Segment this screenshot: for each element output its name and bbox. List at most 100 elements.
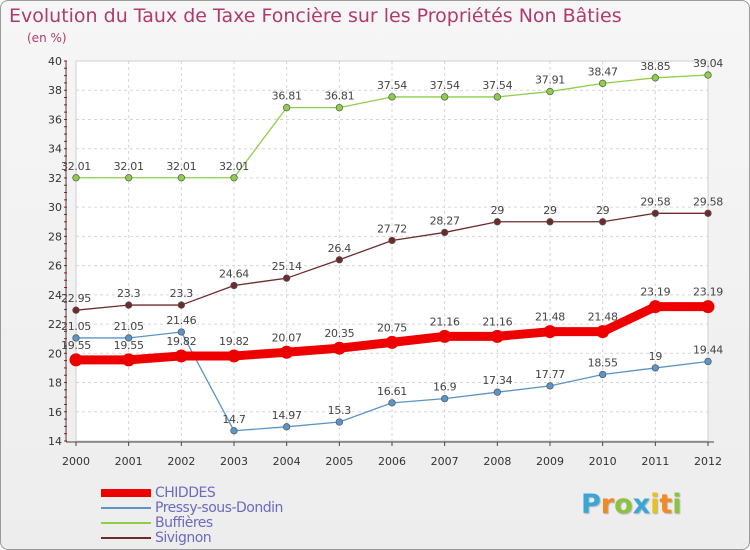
data-point	[388, 93, 396, 101]
data-label: 29.58	[693, 195, 723, 208]
data-label: 39.04	[693, 57, 723, 70]
data-point	[388, 236, 396, 245]
data-point	[335, 256, 343, 264]
y-tick-label: 32	[48, 172, 62, 185]
data-point	[704, 357, 712, 366]
data-point	[596, 325, 610, 339]
data-label: 36.81	[324, 90, 354, 103]
data-label: 21.48	[588, 311, 618, 324]
data-point	[493, 218, 501, 226]
data-point	[493, 93, 501, 101]
data-point	[441, 394, 449, 403]
data-label: 19.55	[61, 339, 91, 352]
data-label: 32.01	[219, 160, 249, 173]
data-label: 28.27	[430, 214, 460, 227]
data-point	[651, 364, 659, 372]
logo-letter: o	[614, 489, 633, 520]
data-label: 19.82	[219, 335, 249, 348]
legend-item: Buffières	[101, 515, 283, 531]
data-point	[651, 209, 659, 217]
legend-label: CHIDDES	[155, 484, 216, 501]
x-tick-label: 2004	[273, 455, 301, 468]
data-point	[72, 334, 80, 342]
data-label: 37.91	[535, 74, 565, 87]
data-point	[230, 174, 238, 182]
data-label: 36.81	[272, 90, 302, 103]
y-tick-label: 38	[48, 84, 62, 97]
data-label: 32.01	[114, 160, 144, 173]
data-label: 26.4	[328, 242, 352, 255]
data-label: 17.34	[482, 374, 512, 387]
proxiti-logo: Proxiti	[581, 489, 682, 520]
data-label: 22.95	[61, 292, 91, 305]
y-tick-label: 20	[48, 347, 62, 360]
x-tick-label: 2006	[378, 455, 406, 468]
data-label: 24.64	[219, 267, 249, 280]
data-point	[177, 174, 185, 182]
data-label: 29	[543, 204, 557, 217]
data-point	[441, 228, 449, 237]
x-tick-label: 2009	[536, 455, 564, 468]
logo-letter: t	[659, 489, 673, 520]
data-point	[546, 218, 554, 226]
data-point	[546, 87, 554, 96]
data-point	[283, 103, 291, 112]
y-tick-label: 36	[48, 113, 62, 126]
logo-letter: i	[650, 489, 660, 520]
x-tick-label: 2012	[694, 455, 722, 468]
x-tick-label: 2008	[483, 455, 511, 468]
data-label: 21.05	[61, 320, 91, 333]
chart-legend: CHIDDES Pressy-sous-Dondin Buffières Sivign…	[101, 484, 283, 546]
data-point	[335, 418, 343, 426]
legend-item: Sivignon	[101, 530, 283, 546]
data-point	[177, 328, 185, 336]
data-label: 18.55	[588, 357, 618, 370]
data-point	[125, 301, 133, 309]
data-point	[648, 300, 662, 314]
data-point	[72, 306, 80, 314]
data-label: 14.7	[222, 413, 246, 426]
data-point	[230, 427, 238, 435]
y-tick-label: 34	[48, 143, 62, 156]
logo-letter: r	[600, 489, 615, 520]
data-point	[599, 218, 607, 226]
x-tick-label: 2001	[115, 455, 143, 468]
legend-swatch	[101, 506, 151, 509]
data-label: 17.77	[535, 368, 565, 381]
data-point	[701, 300, 715, 314]
data-label: 27.72	[377, 222, 407, 235]
data-point	[230, 281, 238, 290]
data-point	[335, 103, 343, 112]
logo-letter: i	[672, 489, 682, 520]
data-label: 29	[491, 204, 505, 217]
logo-letter: P	[581, 489, 601, 520]
y-tick-label: 14	[48, 435, 62, 448]
data-point	[125, 334, 133, 342]
data-point	[490, 329, 504, 343]
data-label: 19	[649, 350, 663, 363]
data-label: 16.61	[377, 385, 407, 398]
data-label: 25.14	[272, 260, 302, 273]
y-tick-label: 28	[48, 230, 62, 243]
data-point	[125, 174, 133, 182]
y-tick-label: 40	[48, 55, 62, 68]
data-point	[599, 370, 607, 379]
y-tick-label: 16	[48, 406, 62, 419]
x-tick-label: 2005	[325, 455, 353, 468]
data-label: 20.35	[324, 327, 354, 340]
legend-swatch	[101, 488, 151, 497]
data-label: 37.54	[482, 79, 512, 92]
legend-item: Pressy-sous-Dondin	[101, 500, 283, 516]
plot-border	[75, 60, 709, 442]
data-label: 37.54	[377, 79, 407, 92]
data-point	[332, 341, 346, 355]
data-point	[227, 349, 241, 363]
legend-swatch	[101, 521, 151, 524]
data-label: 14.97	[272, 409, 302, 422]
data-point	[122, 353, 136, 367]
x-tick-label: 2002	[167, 455, 195, 468]
data-label: 21.48	[535, 311, 565, 324]
y-tick-label: 26	[48, 260, 62, 273]
data-point	[651, 74, 659, 82]
data-label: 38.85	[640, 60, 670, 73]
